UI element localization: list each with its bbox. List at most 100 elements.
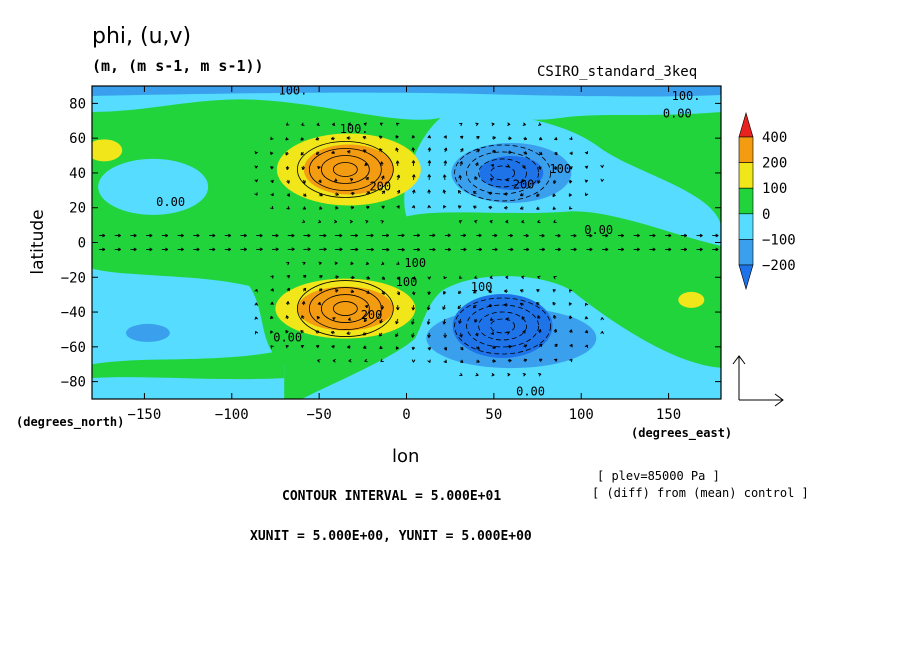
wind-vector-head [537,275,541,280]
wind-vector-head [683,247,688,252]
wind-vector-head [370,247,374,252]
wind-vector-head [380,358,384,363]
positive-core-sw [297,286,394,331]
wind-vector-head [488,303,492,308]
wind-vector-head [600,331,604,335]
wind-vector-head [447,233,451,238]
wind-vector-head [474,220,478,224]
y-unit-label: (degrees_north) [16,415,125,429]
contour-label: 200 [369,179,391,193]
wind-vector-head [427,205,432,209]
wind-vector-head [347,345,351,349]
wind-vector-head [522,330,526,334]
wind-vector-head [552,180,557,184]
wind-vector-head [285,315,290,319]
contour-ring-2-1 [490,165,515,181]
wind-vector-head [668,233,672,238]
wind-vector-head [411,174,416,178]
wind-vector-head [536,289,540,293]
wind-vector-head [254,192,258,196]
wind-vector-head [380,220,384,224]
wind-vector-head [569,358,573,363]
wind-vector-head [600,178,605,182]
wind-vector-head [492,149,496,154]
wind-vector-head [411,276,416,280]
wind-vector-head [102,233,106,238]
wind-vector-head [475,162,479,166]
wind-vector-head [447,247,452,252]
wind-vector-head [521,316,525,320]
wind-vector-head [317,219,322,224]
wind-vector-head [317,165,321,170]
wind-vector-head [300,152,305,156]
contour-ring-3-3 [466,304,539,348]
positive-core-nw [303,144,394,195]
wind-vector-head [180,233,184,238]
wind-vector-head [427,174,432,178]
wind-vector-head [432,247,436,252]
wind-vector-head [302,287,307,292]
wind-vector-head [270,136,274,141]
wind-vector-head [354,233,359,238]
wind-vector-head [589,247,593,252]
wind-vector-head [490,317,494,321]
wind-vector-head [416,233,420,238]
wind-vector-head [536,193,540,197]
wind-vector-head [365,219,369,224]
wind-vector-head [553,328,558,333]
contour-ring-0-3 [308,148,382,191]
wind-vector-head [476,346,480,350]
wind-vector-head [554,151,558,156]
wind-vector-head [350,289,355,294]
wind-vector-head [488,289,492,294]
y-tick-label: 60 [69,131,86,147]
wind-vector-head [396,276,401,280]
wind-vector-head [492,359,496,363]
contour-ring-1-1 [332,301,358,316]
wind-vector-head [349,178,354,182]
wind-vector-head [490,164,495,168]
wind-vector-head [286,261,290,266]
wind-vector-head [362,332,366,336]
wind-vector-head [259,233,263,238]
wind-vector-head [300,137,304,141]
wind-vector-head [474,275,478,279]
contour-ring-0-4 [296,141,394,198]
y-tick-label: −80 [61,375,86,391]
wind-vector-head [334,261,338,266]
wind-vector-head [395,346,400,350]
wind-vector-head [301,166,306,170]
contour-label-layer: 100. 100. 100. 0.00 0.00 200 100 0.00 100 100 100 2… [156,86,700,399]
wind-vector-head [270,301,274,305]
wind-vector-head [457,189,462,194]
wind-vector-head [319,275,323,279]
wind-vector-head [370,233,374,238]
wind-vector-head [476,149,480,153]
wind-vector-head [443,147,448,151]
wind-vector-head [523,344,528,348]
contour-ring-3-1 [490,318,515,334]
wind-vector-head [492,345,496,349]
x-tick-label: −50 [306,407,331,423]
wind-vector-head [386,247,390,252]
negative-patch-nw [98,158,209,215]
wind-vector-head [568,206,573,210]
wind-vector-head [381,276,386,280]
wind-vector-head [537,329,542,333]
wind-vector-head [348,358,352,363]
wind-vector-head [474,176,478,180]
wind-vector-head [254,150,259,155]
wind-vector-head [519,206,524,210]
wind-vector-head [538,136,543,141]
wind-vector-head [335,275,339,279]
wind-vector-head [600,317,605,321]
wind-vector-head [165,247,169,252]
wind-vector-head [364,162,368,167]
colorbar-label: −100 [762,232,796,248]
wind-vector-head [270,205,274,210]
contour-ring-0-2 [320,155,370,184]
wind-vector-head [427,359,431,363]
contour-label: 0.00 [663,106,692,120]
wind-vector-head [506,164,510,168]
